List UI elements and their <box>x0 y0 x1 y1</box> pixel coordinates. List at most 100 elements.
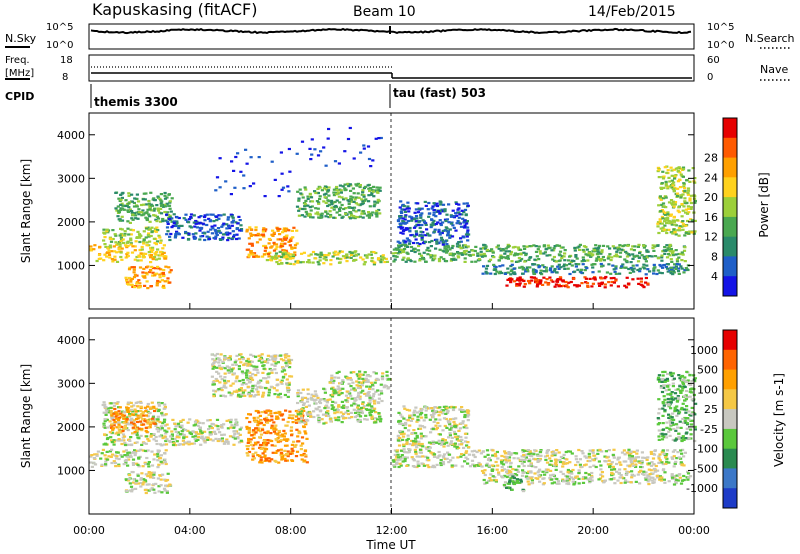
heat-cell-9 <box>437 228 441 231</box>
heat-cell-0 <box>110 250 114 253</box>
heat-cell-9 <box>457 241 461 244</box>
heat-cell-8 <box>650 255 654 258</box>
heat-cell-4 <box>235 233 239 236</box>
heat-cell-6 <box>316 207 320 210</box>
heat-cell-7 <box>281 251 285 255</box>
heat-cell-8 <box>522 454 526 457</box>
heat-cell-5 <box>303 459 307 462</box>
heat-cell-5 <box>294 409 298 413</box>
heat-cell-0 <box>122 463 126 466</box>
heat-cell-10 <box>509 471 513 474</box>
heat-cell-12 <box>681 166 686 169</box>
heat-cell-6 <box>356 216 360 219</box>
heat-cell-12 <box>676 169 680 173</box>
heat-cell-8 <box>637 460 641 463</box>
heat-cell-8 <box>550 249 554 252</box>
heat-cell-5 <box>257 411 261 414</box>
heat-cell-0 <box>156 455 160 458</box>
heat-cell-6 <box>358 419 362 422</box>
heat-cell-9 <box>443 218 448 221</box>
heat-cell-9 <box>466 411 470 415</box>
heat-cell-0 <box>105 458 109 461</box>
heat-cell-8 <box>617 246 621 249</box>
heat-cell-0 <box>126 254 130 257</box>
heat-cell-6 <box>335 185 339 189</box>
heat-cell-9 <box>428 418 432 421</box>
heat-cell-6 <box>373 402 377 405</box>
heat-cell-6 <box>358 398 362 401</box>
heat-cell-2 <box>143 420 147 423</box>
heat-cell-0 <box>107 253 112 256</box>
heat-cell-9 <box>424 204 428 207</box>
heat-cell-8 <box>581 256 585 259</box>
heat-cell-9 <box>462 210 466 214</box>
heat-cell-6 <box>356 406 360 409</box>
heat-cell-4 <box>196 433 200 436</box>
heat-cell-6 <box>352 402 356 405</box>
heat-cell-7 <box>319 251 323 254</box>
heat-cell-8 <box>628 465 632 468</box>
heat-cell-5 <box>286 455 290 458</box>
heat-cell-9 <box>439 411 443 414</box>
heat-cell-5 <box>295 242 299 245</box>
heat-cell-9 <box>459 443 464 446</box>
heat-cell-8 <box>575 257 579 260</box>
heat-cell-9 <box>465 235 469 238</box>
heat-cell-6 <box>356 396 360 399</box>
heat-cell-1 <box>129 237 133 240</box>
heat-cell-8 <box>625 451 629 454</box>
heat-cell-2 <box>133 214 138 217</box>
heat-cell-5 <box>247 437 251 441</box>
heat-cell-8 <box>679 252 683 256</box>
heat-cell-1 <box>105 228 109 231</box>
heat-cell-12 <box>662 210 666 213</box>
heat-cell-6 <box>317 201 321 204</box>
heat-cell-8 <box>522 464 526 468</box>
heat-cell-2 <box>146 422 150 425</box>
heat-cell-4 <box>170 430 174 433</box>
heat-cell-6 <box>355 409 360 412</box>
heat-cell-10 <box>627 267 631 271</box>
heat-cell-8 <box>488 464 492 467</box>
heat-cell-8 <box>451 244 455 248</box>
heat-cell-2 <box>159 199 163 202</box>
heat-cell-12 <box>657 231 661 235</box>
heat-cell-12 <box>674 233 678 236</box>
heat-cell-8 <box>645 256 649 259</box>
heat-cell-12 <box>663 211 667 214</box>
heat-cell-14 <box>343 150 347 153</box>
heat-cell-1 <box>148 411 152 415</box>
heat-cell-7 <box>354 258 358 261</box>
heat-cell-6 <box>337 419 341 422</box>
heat-cell-0 <box>163 458 167 461</box>
heat-cell-12 <box>672 216 676 219</box>
heat-cell-8 <box>578 458 582 461</box>
y-tick-label: 3000 <box>57 172 85 185</box>
heat-cell-7 <box>270 255 274 258</box>
heat-cell-6 <box>367 211 371 214</box>
heat-cell-10 <box>536 471 540 474</box>
heat-cell-10 <box>658 263 662 267</box>
heat-cell-10 <box>525 268 529 271</box>
heat-cell-9 <box>404 228 408 231</box>
heat-cell-10 <box>655 476 660 479</box>
heat-cell-7 <box>294 260 298 263</box>
heat-cell-11 <box>505 284 509 287</box>
heat-cell-6 <box>306 197 310 200</box>
heat-cell-12 <box>679 196 683 199</box>
heat-cell-8 <box>483 455 487 458</box>
heat-cell-12 <box>689 206 693 209</box>
heat-cell-8 <box>527 460 531 463</box>
heat-cell-8 <box>418 451 422 454</box>
heat-cell-6 <box>349 195 353 198</box>
heat-cell-4 <box>168 439 172 443</box>
heat-cell-2 <box>159 207 163 210</box>
heat-cell-9 <box>430 407 434 410</box>
heat-cell-11 <box>623 284 627 287</box>
heat-cell-9 <box>449 442 453 445</box>
heat-cell-1 <box>144 236 148 239</box>
heat-cell-0 <box>149 253 153 257</box>
heat-cell-7 <box>357 373 362 376</box>
heat-cell-4 <box>192 442 196 445</box>
heat-cell-10 <box>682 474 686 478</box>
